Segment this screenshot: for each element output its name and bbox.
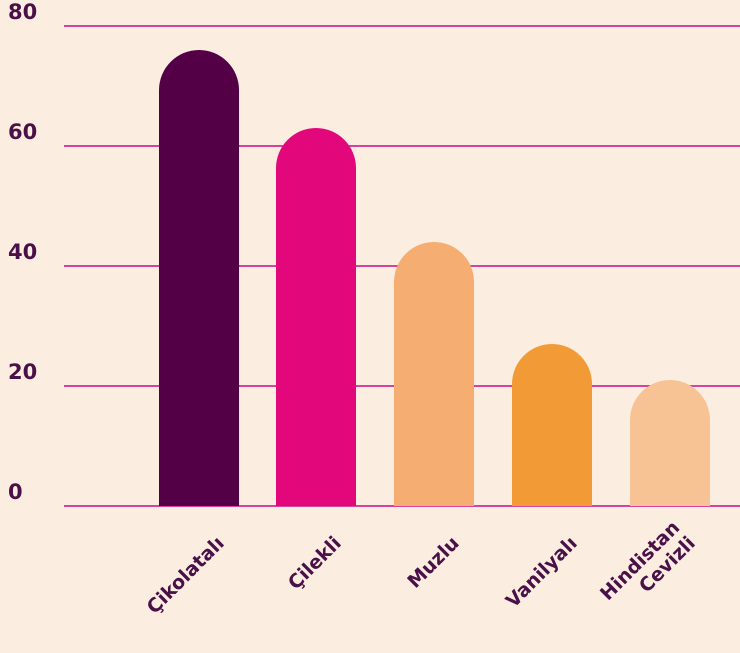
y-tick-label: 60: [8, 120, 37, 144]
y-tick-label: 20: [8, 360, 37, 384]
y-tick-label: 40: [8, 240, 37, 264]
bars: [159, 50, 710, 506]
bar: [512, 344, 592, 506]
bar: [630, 380, 710, 506]
bar: [159, 50, 239, 506]
y-axis-ticks: 0 20 40 60 80: [8, 0, 37, 504]
y-tick-label: 80: [8, 0, 37, 24]
bar: [276, 128, 356, 506]
bar: [394, 242, 474, 506]
y-tick-label: 0: [8, 480, 23, 504]
